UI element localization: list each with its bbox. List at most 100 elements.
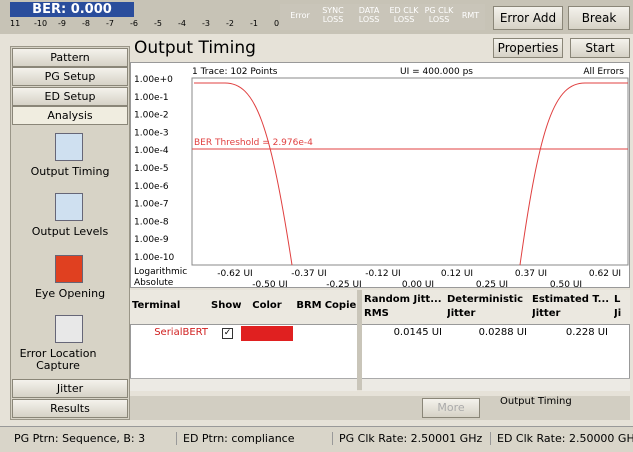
status-field: PG Ptrn: Sequence, B: 3 — [14, 432, 146, 445]
indicator-panel — [280, 4, 485, 30]
ui-info: UI = 400.000 ps — [400, 67, 473, 77]
ber-scale-label: -7 — [106, 19, 114, 28]
nav-button[interactable]: Results — [12, 399, 128, 418]
error-add-button[interactable]: Error Add — [493, 6, 563, 30]
x-axis-label: -0.62 UI — [217, 269, 252, 279]
tool-icon[interactable] — [55, 193, 83, 221]
column-header: Random Jitt... RMS — [364, 294, 442, 319]
start-button[interactable]: Start — [570, 38, 630, 58]
y-axis-label: 1.00e-3 — [134, 128, 169, 138]
column-header: BRM — [296, 300, 322, 311]
x-axis-label: 0.00 UI — [402, 280, 434, 288]
tool-icon[interactable] — [55, 315, 83, 343]
error-mode: All Errors — [583, 67, 624, 77]
plot: 1 Trace: 102 Points UI = 400.000 ps All Er… — [134, 67, 629, 288]
ber-scale-label: -10 — [34, 19, 48, 28]
nav-button[interactable]: Jitter — [12, 379, 128, 398]
ber-scale-label: 0 — [274, 19, 280, 28]
ber-display: BER: 0.000 — [10, 2, 134, 17]
column-header: Copie — [324, 300, 357, 311]
table-header — [130, 290, 630, 325]
column-header: Terminal — [132, 300, 181, 311]
x-axis-label: 0.12 UI — [441, 269, 473, 279]
x-axis-label: 0.37 UI — [515, 269, 547, 279]
jitter-value: 0.0145 UI — [393, 327, 442, 338]
trace-info: 1 Trace: 102 Points — [192, 67, 278, 77]
nav-button[interactable]: Analysis — [12, 106, 128, 125]
status-field: PG Clk Rate: 2.50001 GHz — [332, 432, 482, 445]
x-axis-label: -0.25 UI — [326, 280, 361, 288]
tool-label[interactable]: Eye Opening — [34, 287, 106, 300]
right-scrollbar[interactable] — [362, 378, 630, 391]
y-axis-label: 1.00e-4 — [134, 146, 169, 156]
tool-icon[interactable] — [55, 133, 83, 161]
plot-panel — [130, 62, 630, 288]
y-axis-label: 1.00e-10 — [134, 253, 175, 263]
y-axis-label: 1.00e-7 — [134, 200, 169, 210]
y-axis-label: 1.00e-1 — [134, 93, 169, 103]
status-field: ED Clk Rate: 2.50000 GHz — [490, 432, 633, 445]
right-bathtub-curve — [519, 82, 628, 266]
x-axis-label: -0.12 UI — [365, 269, 400, 279]
ber-scale-label: -6 — [130, 19, 138, 28]
status-indicator: ED CLK LOSS — [389, 6, 419, 24]
plot-frame — [191, 77, 629, 266]
left-scrollbar[interactable] — [130, 378, 357, 391]
x-axis-label: 0.25 UI — [476, 280, 508, 288]
x-axis-label: 0.62 UI — [589, 269, 621, 279]
terminal-name[interactable]: SerialBERT — [154, 327, 208, 338]
page-title: Output Timing — [134, 38, 256, 58]
column-header: Color — [252, 300, 282, 311]
more-button[interactable]: More — [422, 398, 480, 418]
color-swatch[interactable] — [241, 326, 293, 341]
nav-button[interactable]: ED Setup — [12, 87, 128, 106]
status-indicator: PG CLK LOSS — [424, 6, 454, 24]
jitter-value: 0.0288 UI — [478, 327, 527, 338]
ber-scale-label: 11 — [10, 19, 21, 28]
ber-scale-label: -9 — [58, 19, 66, 28]
column-header: L Ji — [614, 294, 622, 319]
status-bar — [0, 426, 633, 452]
nav-button[interactable]: PG Setup — [12, 67, 128, 86]
ber-scale-label: -4 — [178, 19, 186, 28]
y-axis-label: 1.00e-9 — [134, 235, 169, 245]
ber-scale-label: -5 — [154, 19, 162, 28]
tool-label[interactable]: Output Timing — [30, 165, 110, 178]
left-bathtub-curve — [194, 82, 293, 266]
show-checkbox[interactable]: ✓ — [222, 328, 233, 339]
x-axis-label: -0.37 UI — [291, 269, 326, 279]
tool-label[interactable]: Output Levels — [31, 225, 109, 238]
column-header: Estimated T... Jitter — [532, 294, 610, 319]
status-indicator: SYNC LOSS — [322, 6, 344, 24]
x-axis-label: -0.50 UI — [252, 280, 287, 288]
ber-scale-label: -1 — [250, 19, 258, 28]
results-panel — [130, 396, 630, 420]
y-axis-label: 1.00e-6 — [134, 182, 169, 192]
nav-button[interactable]: Pattern — [12, 48, 128, 67]
properties-button[interactable]: Properties — [493, 38, 563, 58]
tool-icon[interactable] — [55, 255, 83, 283]
y-scale-label: Absolute — [134, 278, 174, 288]
column-header: Show — [211, 300, 241, 311]
ber-scale-label: -2 — [226, 19, 234, 28]
break-button[interactable]: Break — [568, 6, 630, 30]
y-scale-label: Logarithmic — [134, 267, 187, 277]
results-label: Output Timing — [500, 396, 572, 407]
status-indicator: RMT — [461, 11, 480, 20]
table-splitter — [357, 290, 362, 390]
status-field: ED Ptrn: compliance — [176, 432, 294, 445]
status-indicator: DATA LOSS — [358, 6, 380, 24]
ber-scale-label: -8 — [82, 19, 90, 28]
y-axis-label: 1.00e+0 — [134, 75, 173, 85]
ber-scale-label: -3 — [202, 19, 210, 28]
y-axis-label: 1.00e-5 — [134, 164, 169, 174]
x-axis-label: 0.50 UI — [550, 280, 582, 288]
y-axis-label: 1.00e-2 — [134, 111, 169, 121]
threshold-label: BER Threshold = 2.976e-4 — [194, 138, 313, 148]
y-axis-label: 1.00e-8 — [134, 217, 169, 227]
column-header: Deterministic Jitter — [447, 294, 524, 319]
tool-label[interactable]: Error Location Capture — [19, 347, 97, 372]
status-indicator: Error — [290, 11, 310, 20]
jitter-value: 0.228 UI — [565, 327, 608, 338]
